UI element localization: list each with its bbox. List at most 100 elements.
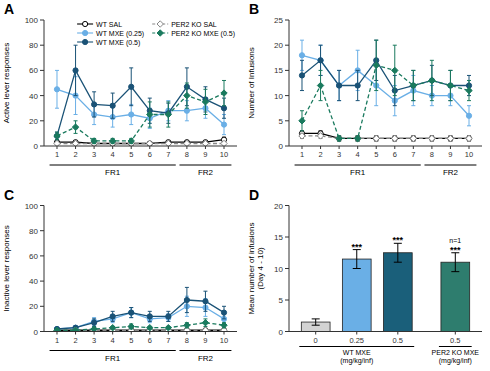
x-tick-label: 8	[185, 150, 189, 159]
error-cap	[430, 60, 434, 61]
x-tick	[75, 146, 76, 149]
point	[221, 310, 226, 315]
y-tick-label: 0	[279, 328, 284, 337]
x-tick-label: 1	[300, 150, 304, 159]
x-tick-label: 7	[411, 150, 415, 159]
point	[91, 326, 97, 332]
point	[299, 118, 305, 124]
x-tick-label: 10	[220, 336, 228, 345]
error-cap	[148, 311, 152, 312]
error-cap	[411, 100, 415, 101]
point	[184, 297, 189, 302]
panel: B0510152025Number of Infusions1234567891…	[247, 1, 482, 177]
point	[54, 133, 59, 138]
y-tick	[40, 331, 44, 332]
error-cap	[203, 316, 207, 317]
error-cap	[74, 133, 78, 134]
x-tick	[56, 332, 57, 335]
annotation: FR1	[350, 168, 366, 177]
error-cap	[55, 108, 59, 109]
x-tick-label: 0.5	[450, 336, 460, 345]
point	[92, 320, 97, 325]
series	[299, 131, 471, 141]
x-tick-label: 3	[337, 150, 341, 159]
point	[448, 136, 453, 141]
point	[318, 58, 323, 63]
point	[392, 136, 397, 141]
error-cap	[411, 105, 415, 106]
panel-title: B	[249, 1, 259, 17]
error-cap	[393, 45, 397, 46]
point	[165, 140, 171, 146]
annotation: FR1	[105, 168, 121, 177]
error-cap	[356, 70, 360, 71]
text-line: (mg/kg/inf)	[439, 357, 472, 365]
bracket	[295, 165, 421, 166]
error-stem	[455, 253, 456, 272]
y-tick	[40, 230, 44, 231]
y-tick-label: 20	[274, 202, 283, 211]
point	[129, 84, 134, 89]
error-cap	[129, 307, 133, 308]
y-tick-label: 10	[274, 265, 283, 274]
point	[429, 136, 434, 141]
y-tick-label: 0	[279, 142, 284, 151]
error-cap	[448, 100, 452, 101]
series-line	[57, 143, 224, 144]
y-tick-label: 80	[29, 227, 38, 236]
point	[336, 135, 342, 141]
y-tick	[40, 146, 44, 147]
group-label: WT MXE(mg/kg/inf)	[340, 349, 373, 365]
point	[374, 136, 379, 141]
error-cap	[312, 318, 320, 319]
point	[147, 111, 153, 117]
x-tick	[376, 146, 377, 149]
bracket	[50, 350, 176, 351]
y-tick	[40, 120, 44, 121]
y-tick	[285, 45, 289, 46]
plot-area	[54, 287, 227, 331]
error-cap	[467, 105, 471, 106]
point	[109, 138, 115, 144]
annotation: FR1	[105, 354, 121, 363]
x-tick	[131, 146, 132, 149]
series	[54, 287, 226, 331]
y-tick	[285, 20, 289, 21]
x-tick	[205, 332, 206, 335]
error-cap	[319, 45, 323, 46]
error-cap	[185, 108, 189, 109]
series	[299, 133, 472, 142]
point	[429, 77, 435, 83]
panel: C020406080100Inactive lever responses123…	[2, 187, 237, 363]
point	[109, 325, 115, 331]
error-cap	[129, 124, 133, 125]
y-tick-label: 10	[274, 92, 283, 101]
y-label: Active lever responses	[2, 43, 11, 123]
x-tick-label: 10	[465, 150, 473, 159]
error-cap	[111, 322, 115, 323]
point	[466, 135, 472, 141]
x-tick	[186, 332, 187, 335]
point	[54, 327, 60, 331]
legend-item: WT MXE (0.5)	[77, 39, 140, 47]
error-cap	[451, 271, 459, 272]
error-bar	[451, 253, 459, 272]
bracket	[179, 350, 231, 351]
legend: WT SALWT MXE (0.25)WT MXE (0.5)PER2 KO S…	[77, 21, 235, 47]
x-tick-label: 1	[55, 150, 59, 159]
point	[184, 92, 190, 98]
x-tick	[450, 146, 451, 149]
error-cap	[393, 95, 397, 96]
error-cap	[129, 317, 133, 318]
y-tick	[40, 70, 44, 71]
x-tick	[94, 332, 95, 335]
y-tick	[40, 281, 44, 282]
text-line: (mg/kg/inf)	[340, 357, 373, 365]
error-cap	[393, 115, 397, 116]
point	[165, 111, 171, 117]
x-tick-label: 8	[185, 336, 189, 345]
y-tick	[285, 95, 289, 96]
error-bar	[129, 308, 133, 318]
error-bar	[222, 306, 226, 319]
x-tick	[168, 146, 169, 149]
